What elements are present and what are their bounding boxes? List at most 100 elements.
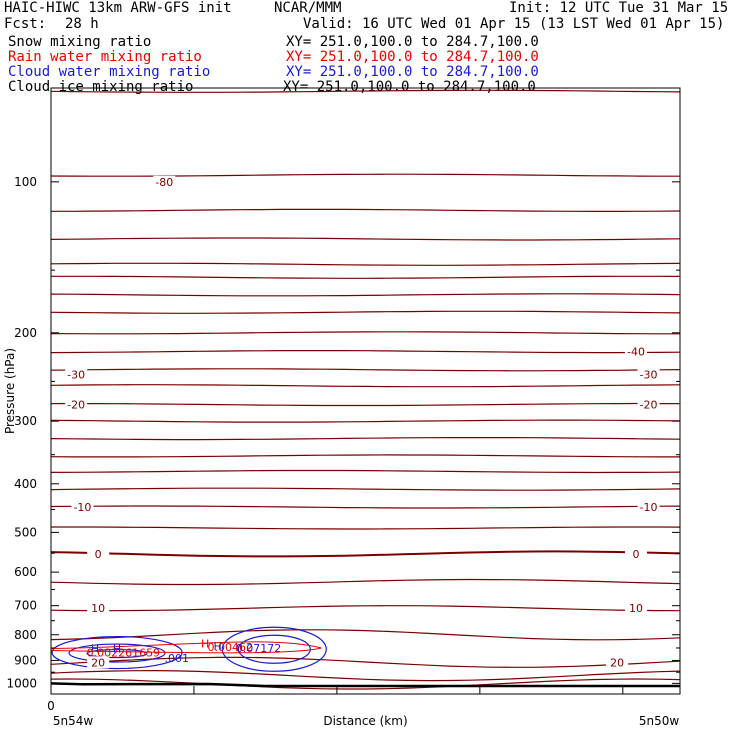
x-end-label-right: 5n50w: [639, 714, 680, 728]
label-mask: [637, 368, 660, 381]
temperature-line: [50, 310, 681, 314]
temperature-line: [50, 578, 681, 586]
y-tick-label: 900: [14, 653, 37, 667]
terrain-line: [50, 682, 680, 688]
temperature-line: [50, 293, 681, 297]
label-mask: [606, 656, 629, 669]
field-cloud-water-label: Cloud water mixing ratio: [8, 64, 211, 80]
isotherm-label: -20: [67, 399, 85, 412]
label-mask: [637, 398, 660, 411]
temperature-line: [50, 262, 681, 266]
y-axis-title: Pressure (hPa): [3, 348, 17, 434]
temperature-line: [50, 454, 680, 458]
isotherm-label: -10: [640, 501, 658, 514]
plot-border: [50, 87, 681, 695]
isotherm-label: -20: [640, 399, 658, 412]
isotherm-label: 0: [95, 548, 102, 561]
isotherm-label: -30: [67, 368, 85, 381]
x-end-label-left: 5n54w: [53, 714, 94, 728]
max-marker: H: [214, 640, 222, 653]
max-marker: H: [201, 637, 209, 650]
max-value: 0.07172: [236, 642, 282, 655]
label-mask: [637, 501, 660, 514]
isotherm-label: 10: [91, 602, 105, 615]
temperature-line: [50, 384, 681, 388]
field-rain-xy: XY= 251.0,100.0 to 284.7,100.0: [286, 49, 539, 65]
valid-time: Valid: 16 UTC Wed 01 Apr 15 (13 LST Wed …: [303, 16, 725, 32]
x-axis-title: Distance (km): [323, 714, 407, 728]
rain-contour: [50, 641, 322, 654]
temperature-line: [50, 89, 681, 93]
terrain-profile: [50, 682, 680, 688]
plot-frame: [50, 87, 681, 695]
temperature-line: [50, 350, 681, 354]
isotherm-label: 20: [91, 656, 105, 669]
max-marker: H: [113, 642, 121, 655]
temperature-line: [50, 331, 680, 335]
pressure-axis: 1002003004005006007008009001000Pressure …: [3, 175, 680, 690]
label-mask: [153, 175, 176, 188]
field-snow-label: Snow mixing ratio: [8, 34, 152, 50]
y-tick-label: 100: [14, 175, 37, 189]
isotherm-label: 20: [610, 656, 624, 669]
isotherm-label: -10: [73, 501, 91, 514]
field-snow-xy: XY= 251.0,100.0 to 284.7,100.0: [286, 34, 539, 50]
y-tick-label: 1000: [6, 676, 37, 690]
temperature-line: [50, 368, 681, 372]
forecast-hour: 28 h: [65, 16, 99, 32]
temperature-line: [50, 469, 681, 474]
temperature-line: [50, 487, 681, 491]
org-label: NCAR/MMM: [274, 0, 342, 16]
temperature-line: [50, 237, 681, 241]
y-tick-label: 600: [14, 565, 37, 579]
cloud-water-contour: [221, 626, 327, 672]
temperature-line: [51, 526, 681, 530]
temperature-line: [50, 173, 680, 177]
label-mask: [624, 345, 647, 358]
label-mask: [65, 368, 88, 381]
x-tick-label: 0: [47, 699, 55, 713]
field-cloud-ice-label: Cloud ice mixing ratio: [8, 79, 194, 95]
isotherm-label: -80: [155, 176, 173, 189]
label-mask: [87, 547, 110, 560]
y-tick-label: 800: [14, 628, 37, 642]
label-mask: [71, 501, 94, 514]
y-tick-label: 400: [14, 477, 37, 491]
label-mask: [65, 398, 88, 411]
temperature-line: [50, 419, 681, 423]
y-tick-label: 500: [14, 525, 37, 539]
temperature-line: [51, 208, 681, 212]
cloud-water-contour: [86, 648, 148, 659]
y-tick-label: 700: [14, 599, 37, 613]
isotherm-label: 0: [632, 548, 639, 561]
field-cloud-water-xy: XY= 251.0,100.0 to 284.7,100.0: [286, 64, 539, 80]
max-marker: H: [91, 642, 99, 655]
cloud-water-contour: [237, 634, 311, 664]
y-tick-label: 200: [14, 326, 37, 340]
temperature-line: [50, 550, 681, 558]
y-tick-label: 300: [14, 414, 37, 428]
temperature-line: [50, 669, 681, 682]
label-mask: [87, 656, 110, 669]
temperature-line: [51, 275, 681, 279]
cloud-water-contour: [68, 643, 166, 663]
init-time: Init: 12 UTC Tue 31 Mar 15: [509, 0, 729, 16]
max-value: 0.002261659: [87, 646, 160, 659]
max-value: 0.00462: [208, 641, 254, 654]
field-rain-label: Rain water mixing ratio: [8, 49, 202, 65]
temperature-line: [50, 629, 681, 641]
label-mask: [87, 602, 110, 615]
isotherm-label: 10: [629, 602, 643, 615]
temperature-line: [50, 437, 681, 441]
model-title: HAIC-HIWC 13km ARW-GFS init: [4, 0, 232, 16]
temperature-line: [50, 678, 681, 690]
label-mask: [624, 602, 647, 615]
contour-labels: -80 -40 -30 -30 -20 -20 -10 -10 0 0 10 10 20 20 .001: [65, 175, 660, 669]
label-mask: [624, 547, 647, 560]
isotherm-label: -40: [627, 346, 645, 359]
temperature-line: [50, 505, 681, 509]
temperature-lines: [50, 89, 681, 690]
